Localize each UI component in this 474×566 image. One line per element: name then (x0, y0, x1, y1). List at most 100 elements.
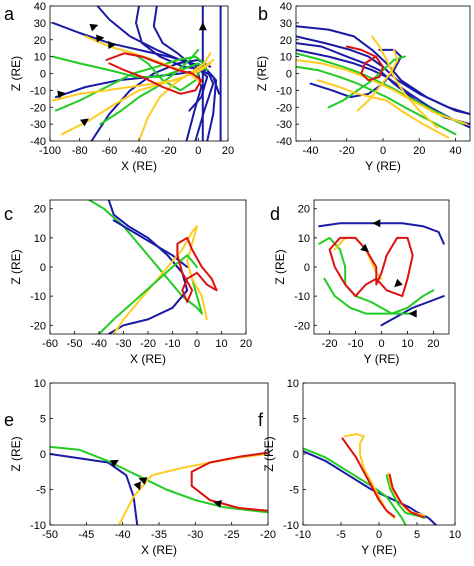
y-tick-label: -10 (283, 520, 299, 532)
direction-arrow-e-2 (133, 481, 141, 491)
y-tick-label: -10 (30, 291, 46, 303)
y-tick-label: -30 (276, 119, 292, 131)
direction-arrow-a-2 (108, 41, 117, 49)
y-tick-label: 10 (287, 378, 299, 390)
series-line-d-2 (318, 236, 435, 315)
panel-d: -20 -10 0 10 20 -20 -10 0 10 20 Y (RE) Z (RE) d (270, 199, 450, 366)
x-tick-label: -50 (67, 338, 83, 350)
x-tick-label: -20 (161, 145, 177, 157)
y-axis-label: Z (RE) (255, 56, 269, 91)
x-tick-label: 20 (413, 145, 425, 157)
x-tick-label: 0 (195, 145, 201, 157)
x-axis-label: Y (RE) (364, 352, 400, 366)
y-tick-label: 20 (34, 204, 46, 216)
series-line-b-5 (296, 52, 464, 126)
series-group (50, 445, 268, 525)
direction-arrow-a-4 (80, 118, 89, 127)
panel-label: f (258, 410, 264, 430)
y-tick-label: 0 (40, 262, 46, 274)
series-line-b-6 (296, 65, 457, 136)
direction-arrow-d-0 (372, 219, 381, 228)
y-tick-label: -5 (289, 485, 299, 497)
y-tick-label: 30 (280, 18, 292, 30)
y-tick-label: -40 (276, 136, 292, 148)
series-group (296, 25, 470, 139)
series-line-a-8 (52, 55, 209, 78)
series-line-c-0 (88, 200, 203, 315)
y-tick-label: -10 (276, 85, 292, 97)
x-tick-label: -30 (116, 338, 132, 350)
x-tick-label: -10 (295, 529, 311, 541)
series-line-e-3 (190, 451, 268, 512)
direction-arrow-e-1 (138, 477, 148, 485)
y-tick-label: 40 (34, 1, 46, 13)
x-tick-label: -40 (131, 145, 147, 157)
y-tick-label: 0 (40, 69, 46, 81)
y-axis-label: Z (RE) (273, 249, 287, 284)
x-tick-label: 10 (401, 338, 413, 350)
y-axis-label: Z (RE) (9, 249, 23, 284)
series-group (88, 200, 218, 334)
series-line-f-6 (388, 473, 425, 519)
y-tick-label: 20 (34, 35, 46, 47)
direction-arrow-a-0 (89, 23, 99, 32)
y-tick-label: 40 (280, 1, 292, 13)
series-line-a-16 (105, 52, 203, 95)
direction-arrow-d-1 (360, 243, 369, 253)
y-axis-label: Z (RE) (9, 436, 23, 471)
series-line-f-3 (343, 433, 396, 519)
x-axis-label: X (RE) (130, 352, 166, 366)
y-tick-label: 20 (280, 35, 292, 47)
series-line-c-3 (112, 225, 208, 334)
x-tick-label: -40 (91, 338, 107, 350)
panel-label: a (4, 4, 15, 24)
series-line-d-3 (323, 277, 414, 315)
y-tick-label: 5 (293, 414, 299, 426)
x-tick-label: 20 (427, 338, 439, 350)
y-tick-label: 5 (40, 414, 46, 426)
y-tick-label: 0 (304, 262, 310, 274)
x-tick-label: 0 (194, 338, 200, 350)
y-tick-label: -20 (30, 102, 46, 114)
panel-c: -60 -50 -40 -30 -20 -10 0 10 20 -20 -10 0 10 20 X (RE)… (4, 199, 252, 366)
x-tick-label: 0 (380, 145, 386, 157)
direction-arrow-a-3 (57, 90, 66, 99)
direction-arrow-a-5 (198, 22, 207, 31)
series-line-d-5 (328, 236, 414, 298)
x-tick-label: -20 (339, 145, 355, 157)
x-tick-label: -10 (165, 338, 181, 350)
y-tick-label: 10 (280, 52, 292, 64)
x-tick-label: 10 (449, 529, 461, 541)
x-tick-label: -30 (187, 529, 203, 541)
y-tick-label: -30 (30, 119, 46, 131)
panel-label: c (4, 204, 13, 224)
y-tick-label: -10 (30, 520, 46, 532)
series-line-b-10 (356, 48, 399, 112)
x-tick-label: -10 (348, 338, 364, 350)
series-line-f-5 (341, 437, 396, 518)
panel-f: -10 -5 0 5 10 -10 -5 0 5 10 Y (RE) Z (RE) f (258, 378, 461, 557)
series-line-b-11 (371, 35, 439, 129)
x-tick-label: 20 (240, 338, 252, 350)
x-axis-label: X (RE) (141, 543, 177, 557)
y-axis-label: Z (RE) (262, 436, 276, 471)
x-axis-label: Y (RE) (361, 543, 397, 557)
direction-arrow-e-3 (213, 500, 222, 508)
y-tick-label: -20 (30, 320, 46, 332)
series-line-f-1 (303, 447, 407, 525)
x-tick-label: 20 (222, 145, 234, 157)
axes-frame (302, 382, 456, 526)
y-tick-label: 10 (34, 52, 46, 64)
y-tick-label: 20 (298, 204, 310, 216)
panel-a: -100 -80 -60 -40 -20 0 20-40-30-20-10010203040… (4, 1, 234, 173)
series-line-e-0 (50, 453, 139, 525)
x-tick-label: 40 (449, 145, 461, 157)
y-tick-label: 10 (298, 233, 310, 245)
axes-frame (49, 382, 269, 526)
x-tick-label: -20 (260, 529, 276, 541)
series-line-e-2 (118, 453, 268, 525)
y-tick-label: 30 (34, 18, 46, 30)
x-axis-label: X (RE) (121, 159, 157, 173)
